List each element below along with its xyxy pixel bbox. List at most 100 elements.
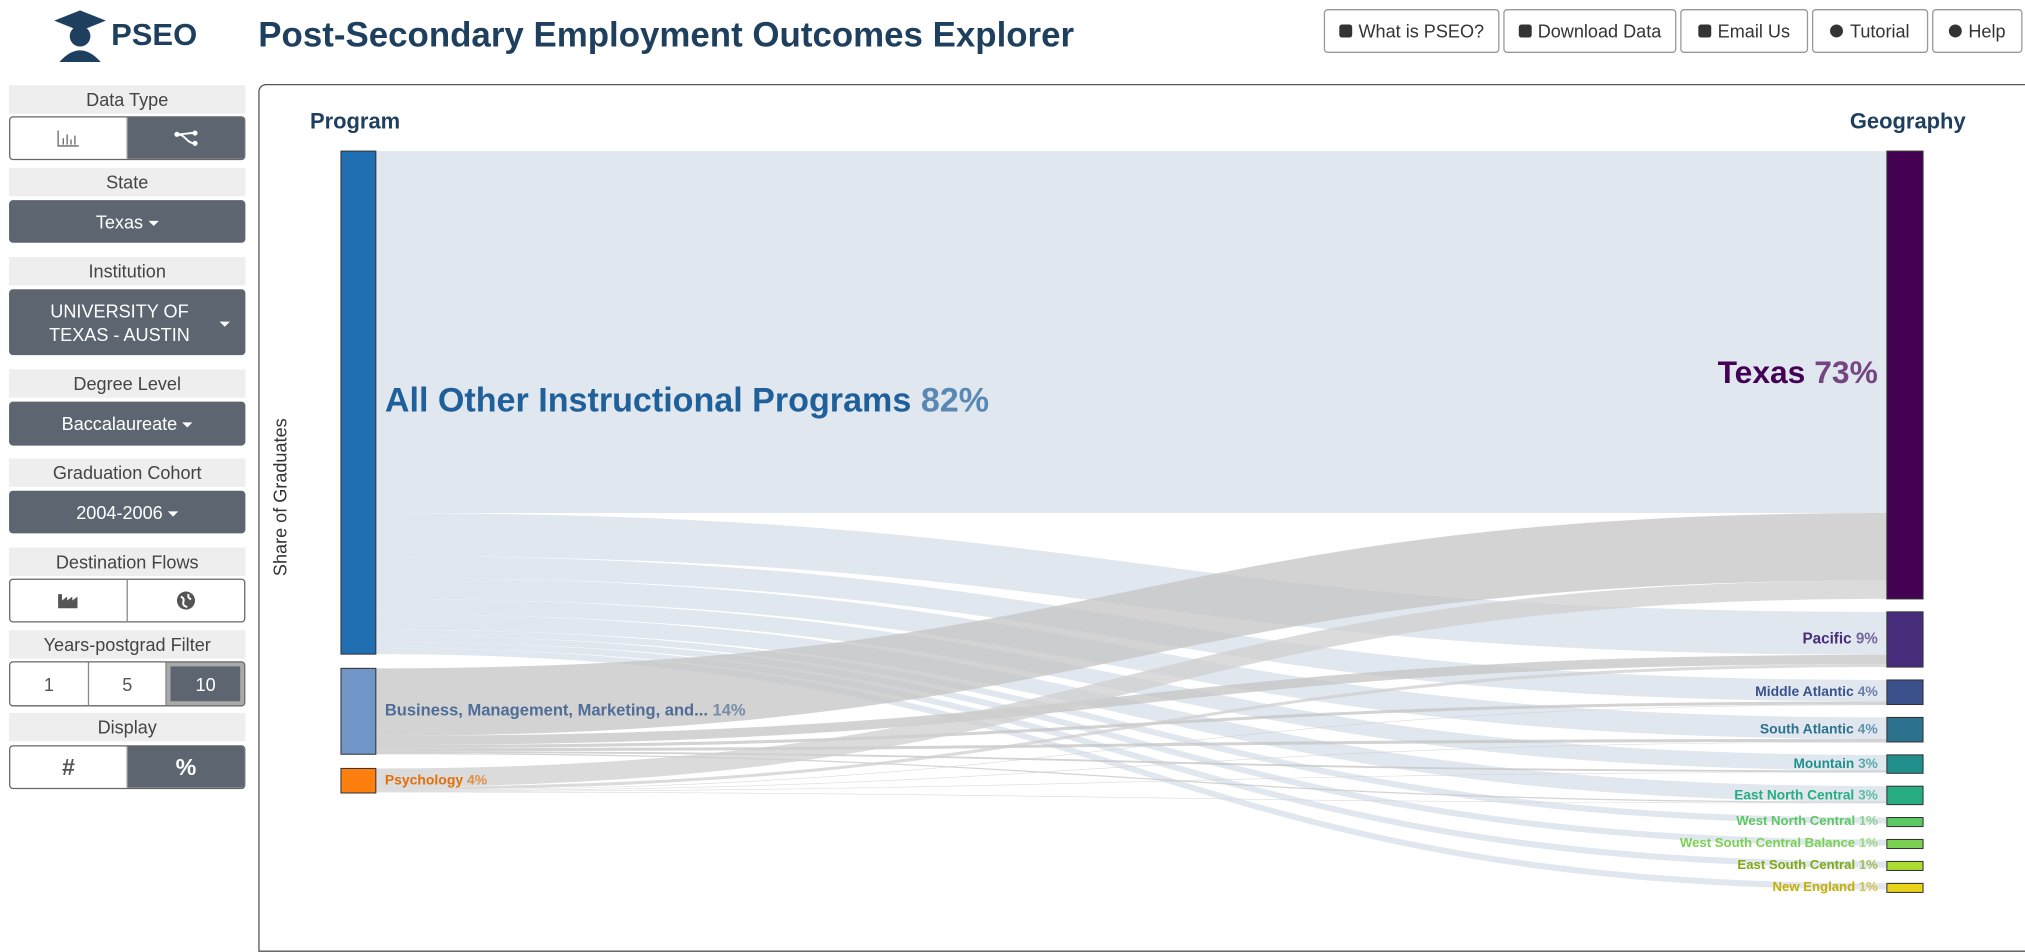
target-node bbox=[1886, 716, 1924, 743]
flow bbox=[375, 791, 1887, 804]
button-label: Help bbox=[1968, 20, 2006, 42]
toggle: # % bbox=[9, 745, 246, 790]
node-label: East South Central 1% bbox=[1737, 857, 1878, 872]
dropdown-value: Baccalaureate bbox=[61, 413, 178, 434]
node-name: Middle Atlantic bbox=[1755, 683, 1854, 699]
node-name: Texas bbox=[1718, 354, 1806, 390]
flow bbox=[375, 641, 1887, 868]
node-share: 3% bbox=[1858, 756, 1878, 771]
node-share: 1% bbox=[1859, 835, 1878, 850]
display-option[interactable]: % bbox=[127, 746, 245, 788]
years-option[interactable]: 5 bbox=[89, 662, 168, 706]
flow bbox=[375, 772, 1887, 792]
button-label: Email Us bbox=[1717, 20, 1791, 42]
header-button[interactable]: Email Us bbox=[1680, 9, 1809, 53]
target-node bbox=[1886, 150, 1924, 600]
target-node bbox=[1886, 860, 1924, 871]
flow bbox=[375, 513, 1887, 655]
node-share: 82% bbox=[921, 382, 989, 420]
flow bbox=[375, 635, 1887, 846]
node-label: Business, Management, Marketing, and... 1… bbox=[385, 701, 746, 720]
panel-label: Display bbox=[9, 712, 246, 742]
flow bbox=[375, 654, 1887, 746]
target-node bbox=[1886, 611, 1924, 668]
node-label: South Atlantic 4% bbox=[1760, 720, 1879, 736]
display-option[interactable]: # bbox=[10, 746, 128, 788]
logo-icon bbox=[54, 10, 106, 62]
flow bbox=[375, 580, 1887, 787]
node-name: New England bbox=[1773, 879, 1856, 894]
node-share: 4% bbox=[1858, 720, 1879, 736]
node-label: Texas 73% bbox=[1718, 354, 1878, 390]
node-name: West North Central bbox=[1736, 814, 1855, 829]
flow bbox=[375, 741, 1887, 792]
years-option[interactable]: 1 bbox=[10, 662, 89, 706]
header-button[interactable]: Help bbox=[1932, 9, 2023, 53]
state-dropdown[interactable]: Texas bbox=[9, 200, 246, 243]
node-share: 3% bbox=[1858, 787, 1878, 802]
left-title: Program bbox=[310, 108, 400, 133]
dropdown-value: 2004-2006 bbox=[76, 501, 163, 523]
industry-option[interactable] bbox=[10, 579, 128, 622]
flow bbox=[375, 614, 1887, 802]
target-node bbox=[1886, 838, 1924, 850]
app-title: Post-Secondary Employment Outcomes Explo… bbox=[258, 15, 1075, 55]
button-label: Download Data bbox=[1537, 20, 1662, 42]
degree-dropdown[interactable]: Baccalaureate bbox=[9, 401, 246, 446]
geography-option[interactable] bbox=[128, 580, 244, 621]
node-share: 9% bbox=[1856, 630, 1878, 647]
flow-option[interactable] bbox=[127, 117, 245, 159]
node-label: Psychology 4% bbox=[385, 771, 488, 787]
target-node bbox=[1886, 754, 1924, 774]
node-name: Pacific bbox=[1802, 630, 1852, 647]
node-label: East North Central 3% bbox=[1734, 787, 1878, 802]
flow bbox=[375, 648, 1887, 890]
panel-label: Destination Flows bbox=[9, 547, 246, 577]
panel-label: Years-postgrad Filter bbox=[9, 630, 246, 659]
target-node bbox=[1886, 882, 1924, 893]
flow bbox=[375, 151, 1887, 514]
node-name: East North Central bbox=[1734, 787, 1854, 802]
node-label: All Other Instructional Programs 82% bbox=[385, 382, 989, 420]
node-name: Mountain bbox=[1793, 756, 1854, 771]
panel-label: Institution bbox=[9, 257, 246, 286]
y-axis-label: Share of Graduates bbox=[271, 418, 291, 576]
header-button[interactable]: Tutorial bbox=[1811, 9, 1929, 53]
target-node bbox=[1886, 679, 1924, 706]
flow bbox=[375, 751, 1887, 773]
panel-label: Degree Level bbox=[9, 369, 246, 398]
cohort-dropdown[interactable]: 2004-2006 bbox=[9, 490, 246, 534]
node-name: West South Central Balance bbox=[1680, 835, 1855, 850]
panel-label: Data Type bbox=[9, 85, 246, 114]
flow bbox=[375, 701, 1887, 749]
flow bbox=[375, 704, 1887, 791]
source-node bbox=[340, 767, 377, 794]
node-name: Psychology bbox=[385, 771, 463, 787]
toggle bbox=[9, 116, 246, 161]
flows bbox=[375, 151, 1887, 890]
source-node bbox=[340, 667, 377, 755]
node-share: 4% bbox=[1858, 683, 1879, 699]
toggle: 1 5 10 bbox=[9, 661, 246, 707]
right-title: Geography bbox=[1850, 108, 1967, 133]
header-button[interactable]: Download Data bbox=[1503, 9, 1677, 53]
node-label: West North Central 1% bbox=[1736, 814, 1878, 829]
node-name: East South Central bbox=[1737, 857, 1855, 872]
flow bbox=[375, 738, 1887, 752]
node-label: Middle Atlantic 4% bbox=[1755, 683, 1878, 699]
institution-dropdown[interactable]: UNIVERSITY OF TEXAS - AUSTIN bbox=[9, 289, 246, 356]
years-option[interactable]: 10 bbox=[167, 662, 245, 706]
toggle bbox=[9, 578, 246, 623]
flow bbox=[375, 753, 1887, 803]
target-node bbox=[1886, 817, 1924, 828]
dropdown-value: Texas bbox=[95, 211, 144, 232]
node-share: 1% bbox=[1859, 814, 1878, 829]
source-node bbox=[340, 150, 377, 655]
header-button[interactable]: What is PSEO? bbox=[1323, 9, 1500, 53]
node-share: 73% bbox=[1814, 354, 1878, 390]
node-share: 1% bbox=[1859, 879, 1878, 894]
bar-option[interactable] bbox=[10, 117, 128, 159]
node-label: West South Central Balance 1% bbox=[1680, 835, 1878, 850]
